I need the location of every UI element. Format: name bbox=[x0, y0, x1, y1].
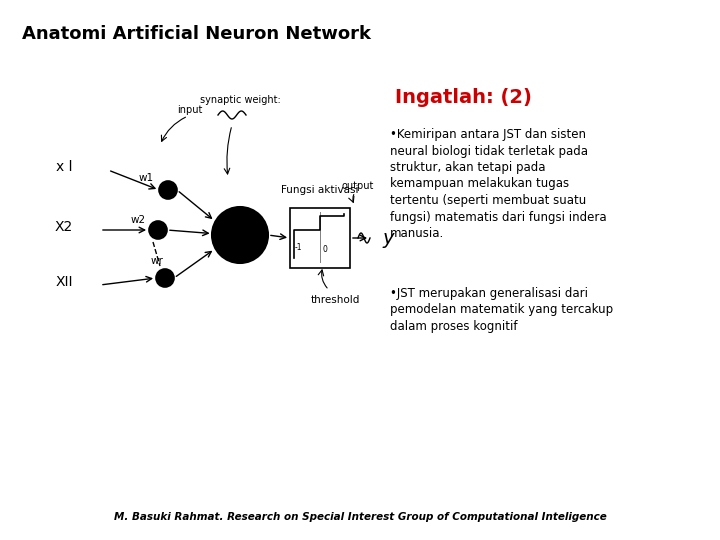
Circle shape bbox=[159, 181, 177, 199]
Text: $\Sigma$: $\Sigma$ bbox=[233, 226, 246, 245]
Text: synaptic weight:: synaptic weight: bbox=[199, 95, 280, 105]
Text: •JST merupakan generalisasi dari
pemodelan matematik yang tercakup
dalam proses : •JST merupakan generalisasi dari pemodel… bbox=[390, 287, 613, 333]
Text: output: output bbox=[342, 181, 374, 191]
Text: •Kemiripan antara JST dan sisten
neural biologi tidak terletak pada
struktur, ak: •Kemiripan antara JST dan sisten neural … bbox=[390, 128, 607, 240]
Text: Ingatlah: (2): Ingatlah: (2) bbox=[395, 88, 532, 107]
Text: -1: -1 bbox=[295, 243, 302, 252]
Text: XII: XII bbox=[55, 275, 73, 289]
Text: x l: x l bbox=[56, 160, 73, 174]
Text: Anatomi Artificial Neuron Network: Anatomi Artificial Neuron Network bbox=[22, 25, 371, 43]
Text: threshold: threshold bbox=[310, 295, 360, 305]
Bar bbox=[290, 208, 350, 268]
Text: y: y bbox=[382, 228, 394, 247]
Circle shape bbox=[212, 207, 268, 263]
Text: wr: wr bbox=[150, 256, 163, 266]
Text: Fungsi aktivasi: Fungsi aktivasi bbox=[282, 185, 359, 195]
Text: 0: 0 bbox=[323, 245, 327, 254]
Circle shape bbox=[149, 221, 167, 239]
Text: input: input bbox=[177, 105, 203, 115]
Text: X2: X2 bbox=[55, 220, 73, 234]
Text: w1: w1 bbox=[139, 173, 154, 183]
Circle shape bbox=[156, 269, 174, 287]
Text: w2: w2 bbox=[131, 215, 146, 225]
Text: M. Basuki Rahmat. Research on Special Interest Group of Computational Inteligenc: M. Basuki Rahmat. Research on Special In… bbox=[114, 512, 606, 522]
